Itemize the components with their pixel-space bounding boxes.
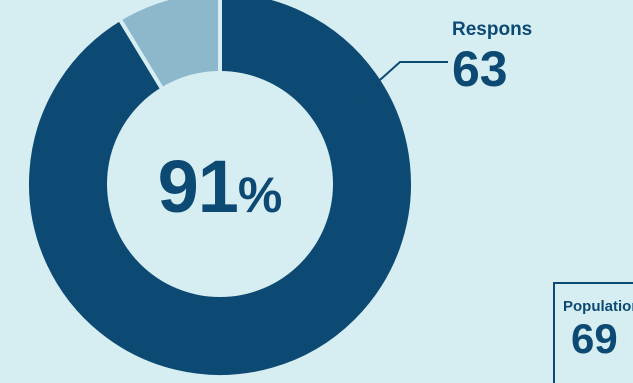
donut-hole [107,71,333,297]
respons-value: 63 [452,41,508,97]
center-unit: % [237,167,283,223]
respons-title: Respons [452,19,533,40]
center-percentage: 91% [120,150,320,224]
population-annotation: Population 69 [553,282,633,383]
population-title: Population [563,298,633,315]
center-value: 91 [157,145,239,228]
population-value: 69 [571,315,618,362]
respons-annotation: Respons 63 [452,20,532,94]
respons-leader-line [321,61,448,133]
